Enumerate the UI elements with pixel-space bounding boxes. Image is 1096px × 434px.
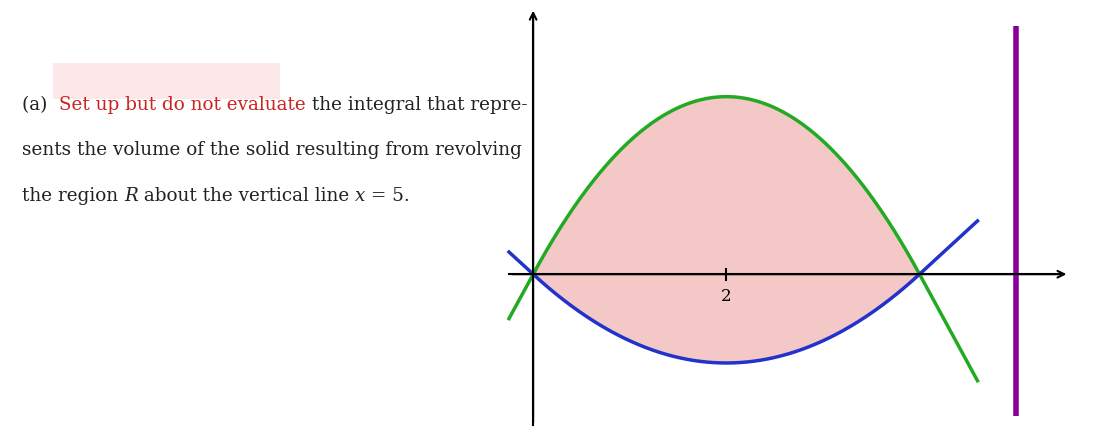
FancyBboxPatch shape [53, 64, 281, 100]
Text: = 5.: = 5. [365, 187, 410, 204]
Text: 2: 2 [721, 287, 732, 304]
Text: about the vertical line: about the vertical line [138, 187, 355, 204]
Text: Set up but do not evaluate: Set up but do not evaluate [59, 95, 306, 113]
Text: (a): (a) [22, 95, 59, 113]
Text: R: R [124, 187, 138, 204]
Text: the region: the region [22, 187, 124, 204]
Text: the integral that repre-: the integral that repre- [306, 95, 527, 113]
Text: sents the volume of the solid resulting from revolving: sents the volume of the solid resulting … [22, 141, 522, 159]
Text: x: x [355, 187, 365, 204]
